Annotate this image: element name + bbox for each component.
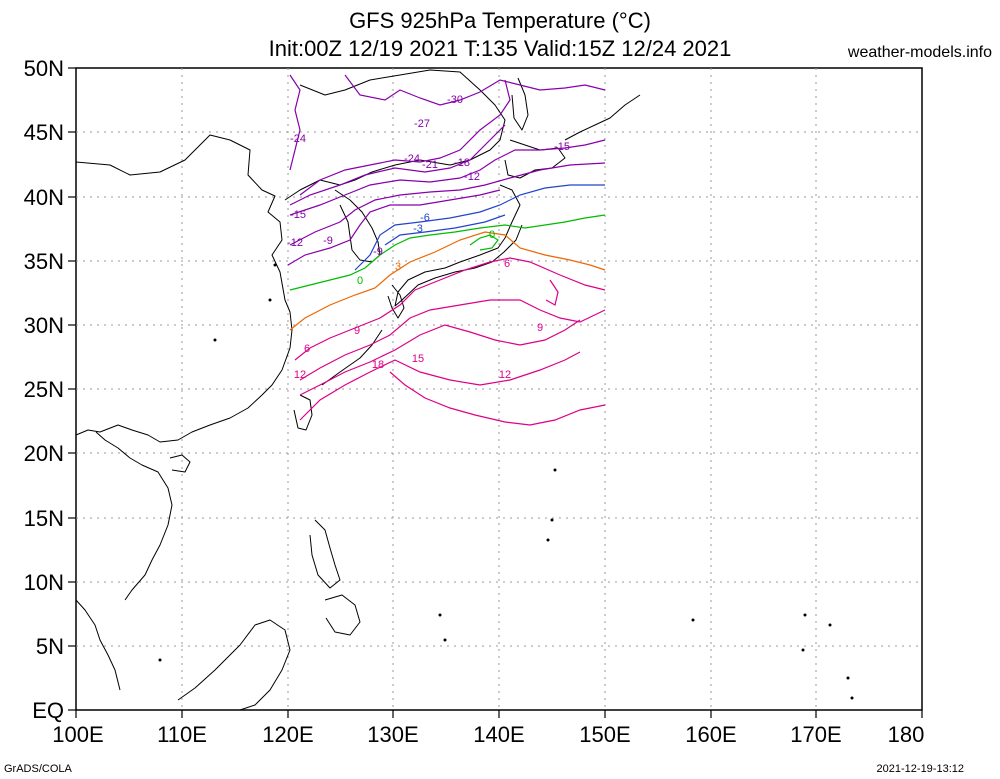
contour-line	[389, 371, 606, 426]
contour-label: 6	[304, 343, 310, 355]
contour-label: -12	[464, 171, 480, 183]
contour-label: 9	[537, 322, 543, 334]
axis-ticks	[68, 67, 923, 718]
contour-label: 6	[504, 258, 510, 270]
coast-hainan	[169, 454, 191, 473]
contour-label: 0	[489, 229, 495, 241]
lat-label: 25N	[24, 377, 64, 402]
lat-label: 40N	[24, 185, 64, 210]
coast-japan-kyushu	[387, 284, 405, 319]
lon-label: 180	[888, 722, 925, 747]
coast-kuriles	[564, 94, 641, 141]
contour-line	[289, 124, 506, 206]
small-islands	[158, 263, 854, 700]
site-credit: weather-models.info	[847, 44, 992, 61]
coast-indochina	[95, 431, 173, 601]
contour-line	[299, 299, 606, 381]
lat-label: 50N	[24, 56, 64, 81]
lat-label: 45N	[24, 120, 64, 145]
lon-label: 170E	[790, 722, 841, 747]
contour-label: 12	[499, 369, 511, 381]
contour-label: -24	[404, 153, 420, 165]
map-subtitle: Init:00Z 12/19 2021 T:135 Valid:15Z 12/2…	[268, 36, 732, 61]
grid	[76, 68, 922, 710]
contour-label: -27	[414, 118, 430, 130]
contour-label: -9	[323, 235, 333, 247]
contour-line	[287, 189, 501, 266]
footer-credit: GrADS/COLA	[4, 763, 72, 775]
contour-label: 15	[412, 353, 424, 365]
map-title: GFS 925hPa Temperature (°C)	[349, 8, 651, 33]
contour-line	[469, 234, 499, 251]
contour-label: 0	[357, 275, 363, 287]
contour-line	[299, 79, 511, 196]
contour-label: 9	[354, 325, 360, 337]
lat-labels: EQ 5N 10N 15N 20N 25N 30N 35N 40N 45N 50…	[24, 56, 64, 723]
contour-label: -30	[447, 94, 463, 106]
coast-taiwan	[293, 394, 313, 431]
contour-label: -15	[554, 141, 570, 153]
contour-labels: -30 -27 -24 -24 -21 -18 -15 -15 -12 -12 …	[287, 94, 570, 381]
contour-line	[289, 74, 301, 171]
contour-label: -18	[454, 157, 470, 169]
contour-line	[289, 162, 606, 246]
contour-label: -21	[422, 159, 438, 171]
lat-label: 35N	[24, 249, 64, 274]
lon-label: 150E	[579, 722, 630, 747]
lon-label: 160E	[685, 722, 736, 747]
coast-philippines-mindanao	[324, 594, 361, 636]
lon-labels: 100E 110E 120E 130E 140E 150E 160E 170E …	[52, 722, 924, 747]
lat-label: 10N	[24, 570, 64, 595]
contour-line	[289, 231, 606, 331]
coastlines	[75, 69, 641, 711]
contour-line	[344, 74, 606, 106]
coast-japan-honshu	[394, 184, 523, 307]
contour-line	[299, 351, 581, 421]
lat-label: 30N	[24, 313, 64, 338]
coast-sakhalin	[511, 77, 529, 131]
lat-label: EQ	[32, 698, 64, 723]
contour-line	[289, 214, 606, 291]
contour-line	[294, 257, 606, 361]
lat-label: 20N	[24, 441, 64, 466]
coast-malay	[75, 599, 121, 691]
contour-line	[354, 184, 605, 271]
contour-label: -9	[373, 246, 383, 258]
contours	[287, 74, 606, 426]
coast-borneo	[177, 619, 291, 711]
lon-label: 100E	[52, 722, 103, 747]
coast-philippines-luzon	[309, 519, 341, 589]
lon-label: 110E	[157, 722, 207, 747]
contour-label: -3	[413, 223, 423, 235]
coast-ryukyu	[321, 329, 383, 386]
lon-label: 120E	[262, 722, 313, 747]
contour-line	[545, 279, 559, 306]
contour-label: 12	[294, 369, 306, 381]
contour-label: -24	[290, 133, 306, 145]
lon-label: 140E	[473, 722, 524, 747]
contour-line	[384, 214, 506, 246]
contour-label: 18	[372, 359, 384, 371]
contour-label: -15	[290, 209, 306, 221]
contour-line	[299, 319, 581, 396]
contour-label: -12	[287, 237, 303, 249]
lat-label: 15N	[24, 506, 64, 531]
footer-timestamp: 2021-12-19-13:12	[876, 763, 964, 775]
contour-line	[289, 139, 606, 216]
lon-label: 130E	[367, 722, 418, 747]
contour-label: 3	[395, 261, 401, 273]
coast-mainland-asia	[75, 134, 293, 443]
contour-label: -6	[420, 212, 430, 224]
lat-label: 5N	[36, 634, 64, 659]
